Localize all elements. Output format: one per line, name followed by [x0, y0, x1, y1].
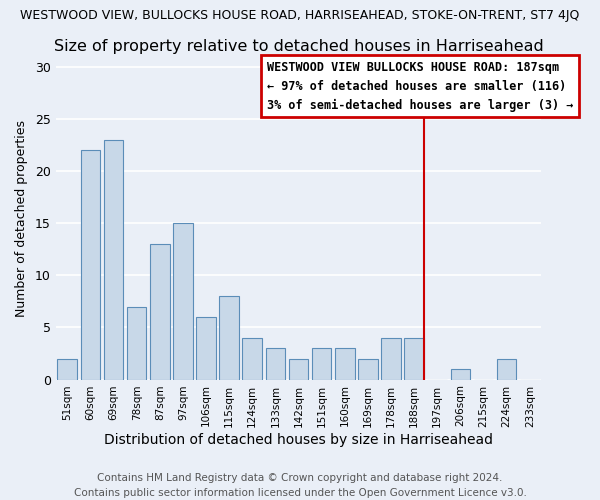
- Bar: [150, 244, 170, 380]
- Bar: [312, 348, 331, 380]
- Text: WESTWOOD VIEW BULLOCKS HOUSE ROAD: 187sqm
← 97% of detached houses are smaller (: WESTWOOD VIEW BULLOCKS HOUSE ROAD: 187sq…: [267, 62, 574, 112]
- Bar: [196, 317, 216, 380]
- Bar: [335, 348, 355, 380]
- X-axis label: Distribution of detached houses by size in Harriseahead: Distribution of detached houses by size …: [104, 434, 493, 448]
- Bar: [266, 348, 285, 380]
- Bar: [220, 296, 239, 380]
- Bar: [451, 369, 470, 380]
- Bar: [242, 338, 262, 380]
- Bar: [80, 150, 100, 380]
- Bar: [404, 338, 424, 380]
- Bar: [58, 358, 77, 380]
- Bar: [358, 358, 378, 380]
- Bar: [173, 224, 193, 380]
- Text: Contains HM Land Registry data © Crown copyright and database right 2024.
Contai: Contains HM Land Registry data © Crown c…: [74, 472, 526, 498]
- Y-axis label: Number of detached properties: Number of detached properties: [15, 120, 28, 316]
- Text: WESTWOOD VIEW, BULLOCKS HOUSE ROAD, HARRISEAHEAD, STOKE-ON-TRENT, ST7 4JQ: WESTWOOD VIEW, BULLOCKS HOUSE ROAD, HARR…: [20, 9, 580, 22]
- Bar: [104, 140, 124, 380]
- Bar: [381, 338, 401, 380]
- Title: Size of property relative to detached houses in Harriseahead: Size of property relative to detached ho…: [53, 39, 544, 54]
- Bar: [127, 306, 146, 380]
- Bar: [497, 358, 517, 380]
- Bar: [289, 358, 308, 380]
